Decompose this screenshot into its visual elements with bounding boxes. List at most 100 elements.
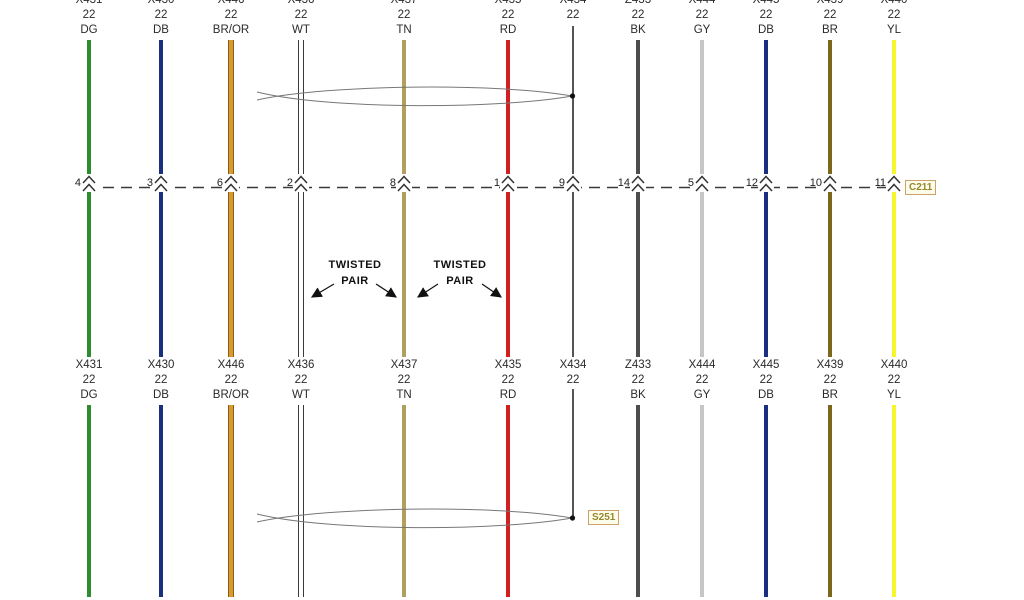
wire-X436-segment: [298, 40, 304, 176]
wire-name: X446: [217, 359, 245, 371]
wire-X445-segment: [764, 40, 768, 176]
wire-name: X440: [880, 359, 908, 371]
pin-number-X440: 11: [874, 177, 886, 189]
pin-number-Z433: 14: [617, 177, 630, 189]
twisted-pair-1-line2: PAIR: [341, 275, 369, 287]
wire-name: X445: [752, 359, 780, 371]
wire-gauge: 22: [566, 374, 580, 386]
wire-color-code: RD: [499, 24, 517, 36]
twisted-pair-arrows: [310, 283, 502, 298]
wire-gauge: 22: [631, 9, 645, 21]
wire-top-label-X430: X430 22 DB: [119, 0, 203, 38]
wire-X436-segment: [298, 405, 304, 597]
wire-gauge: 22: [501, 374, 515, 386]
wire-mid-label-X444: X444 22 GY: [660, 358, 744, 403]
wire-Z433-segment: [636, 40, 640, 176]
wire-X446-segment: [228, 405, 234, 597]
wire-X439-segment: [828, 405, 832, 597]
wire-name: X435: [494, 359, 522, 371]
wire-gauge: 22: [294, 9, 308, 21]
wire-color-code: DG: [80, 389, 98, 401]
wire-name: X436: [287, 359, 315, 371]
wire-X434-segment: [572, 192, 574, 357]
wire-X435-segment: [506, 192, 510, 357]
wire-color-code: BR: [822, 24, 838, 36]
wire-name: X434: [559, 359, 587, 371]
wire-Z433-segment: [636, 192, 640, 357]
wire-X440-segment: [892, 405, 896, 597]
wire-X444-segment: [700, 192, 704, 357]
wire-mid-label-X436: X436 22 WT: [259, 358, 343, 403]
wire-name: X444: [688, 0, 716, 6]
pin-number-X439: 10: [809, 177, 822, 189]
wire-X444-segment: [700, 40, 704, 176]
wire-X431-segment: [87, 192, 91, 357]
pin-number-X437: 8: [389, 177, 396, 189]
wire-color-code: DB: [758, 389, 774, 401]
pin-number-X436: 2: [286, 177, 293, 189]
wire-X439-segment: [828, 192, 832, 357]
harness-oval-bottom: [256, 508, 573, 529]
wire-top-label-X434: X434 22: [531, 0, 615, 23]
wire-top-label-X435: X435 22 RD: [466, 0, 550, 38]
wire-X430-segment: [159, 405, 163, 597]
wire-name: X439: [816, 359, 844, 371]
wire-gauge: 22: [631, 374, 645, 386]
wire-X439-segment: [828, 40, 832, 176]
wire-mid-label-X435: X435 22 RD: [466, 358, 550, 403]
wire-color-code: GY: [693, 24, 711, 36]
wire-mid-label-X437: X437 22 TN: [362, 358, 446, 403]
wire-top-label-X444: X444 22 GY: [660, 0, 744, 38]
wire-X430-segment: [159, 40, 163, 176]
wire-gauge: 22: [823, 9, 837, 21]
pin-number-X434: 9: [558, 177, 565, 189]
wire-name: Z433: [624, 359, 652, 371]
wire-gauge: 22: [887, 374, 901, 386]
wire-name: X439: [816, 0, 844, 6]
wire-name: X434: [559, 0, 587, 6]
wire-color-code: DB: [153, 389, 169, 401]
wire-color-code: TN: [396, 24, 412, 36]
wire-color-code: WT: [292, 389, 310, 401]
wire-X435-segment: [506, 405, 510, 597]
wire-X446-segment: [228, 192, 234, 357]
wire-color-code: YL: [886, 389, 902, 401]
wire-X445-segment: [764, 192, 768, 357]
wire-name: X446: [217, 0, 245, 6]
wire-gauge: 22: [759, 374, 773, 386]
splice-dot-top: [569, 93, 576, 99]
wire-color-code: DB: [153, 24, 169, 36]
wire-name: X431: [75, 359, 103, 371]
wire-gauge: 22: [397, 374, 411, 386]
wire-top-label-X437: X437 22 TN: [362, 0, 446, 38]
twisted-pair-label-2: TWISTED PAIR: [415, 257, 505, 289]
wire-X434-segment: [572, 389, 574, 518]
wire-color-code: RD: [499, 389, 517, 401]
wire-color-code: BR/OR: [212, 24, 250, 36]
wire-gauge: 22: [887, 9, 901, 21]
wire-color-code: DG: [80, 24, 98, 36]
wire-name: X436: [287, 0, 315, 6]
wire-name: Z433: [624, 0, 652, 6]
wire-X446-segment: [228, 40, 234, 176]
splice-dot-bottom: [569, 515, 576, 521]
wire-X430-segment: [159, 192, 163, 357]
wire-name: X440: [880, 0, 908, 6]
pin-number-X435: 1: [493, 177, 500, 189]
wire-X437-segment: [402, 192, 406, 357]
wire-X434-segment: [572, 26, 574, 176]
pin-number-X430: 3: [146, 177, 153, 189]
wire-name: X445: [752, 0, 780, 6]
pin-number-X445: 12: [745, 177, 758, 189]
wire-gauge: 22: [397, 9, 411, 21]
wire-color-code: BR/OR: [212, 389, 250, 401]
wire-gauge: 22: [759, 9, 773, 21]
splice-label-s251: S251: [588, 510, 620, 525]
connector-label-c211: C211: [905, 180, 937, 195]
pin-number-X446: 6: [216, 177, 223, 189]
wire-mid-label-X445: X445 22 DB: [724, 358, 808, 403]
wire-top-label-X440: X440 22 YL: [852, 0, 936, 38]
wire-mid-label-X439: X439 22 BR: [788, 358, 872, 403]
